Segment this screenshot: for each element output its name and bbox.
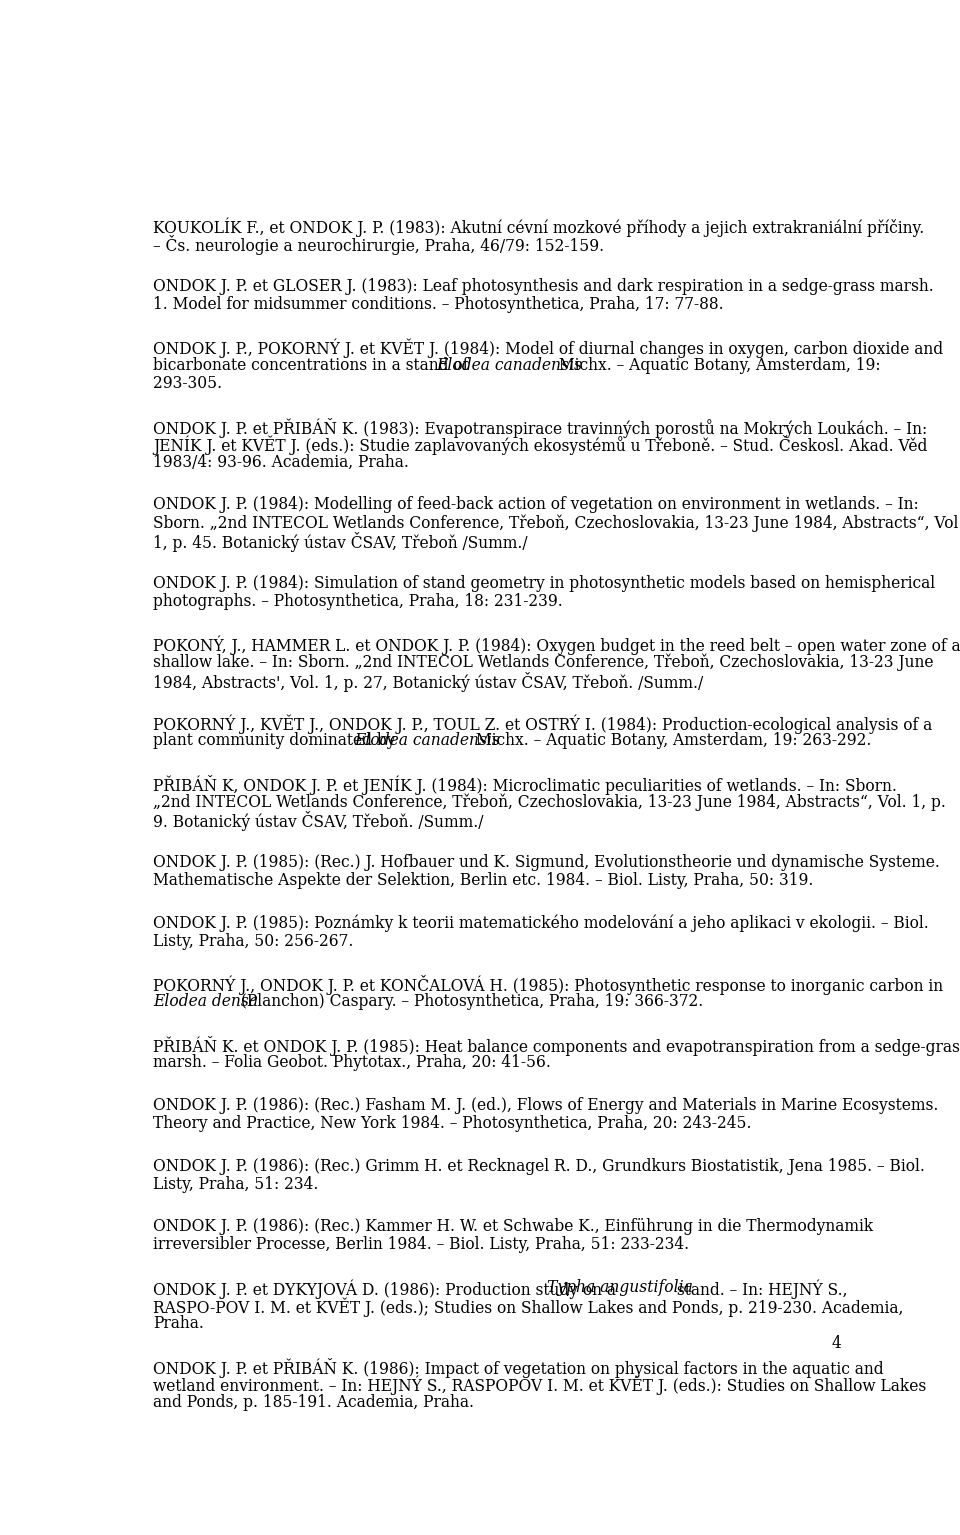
Text: Mathematische Aspekte der Selektion, Berlin etc. 1984. – Biol. Listy, Praha, 50:: Mathematische Aspekte der Selektion, Ber… <box>154 872 814 889</box>
Text: RASPO-POV I. M. et KVĚT J. (eds.); Studies on Shallow Lakes and Ponds, p. 219-23: RASPO-POV I. M. et KVĚT J. (eds.); Studi… <box>154 1297 904 1317</box>
Text: shallow lake. – In: Sborn. „2nd INTECOL Wetlands Conference, Třeboň, Czechoslova: shallow lake. – In: Sborn. „2nd INTECOL … <box>154 654 934 671</box>
Text: ONDOK J. P. et DYKYJOVÁ D. (1986): Production study on a: ONDOK J. P. et DYKYJOVÁ D. (1986): Produ… <box>154 1279 621 1299</box>
Text: „2nd INTECOL Wetlands Conference, Třeboň, Czechoslovakia, 13-23 June 1984, Abstr: „2nd INTECOL Wetlands Conference, Třeboň… <box>154 794 947 810</box>
Text: ONDOK J. P. et PŘIBÁŇ K. (1983): Evapotranspirace travinných porostů na Mokrých : ONDOK J. P. et PŘIBÁŇ K. (1983): Evapotr… <box>154 418 927 437</box>
Text: ONDOK J. P. (1985): (Rec.) J. Hofbauer und K. Sigmund, Evolutionstheorie und dyn: ONDOK J. P. (1985): (Rec.) J. Hofbauer u… <box>154 853 941 870</box>
Text: ONDOK J. P. (1986): (Rec.) Grimm H. et Recknagel R. D., Grundkurs Biostatistik, : ONDOK J. P. (1986): (Rec.) Grimm H. et R… <box>154 1157 925 1174</box>
Text: POKONÝ, J., HAMMER L. et ONDOK J. P. (1984): Oxygen budget in the reed belt – op: POKONÝ, J., HAMMER L. et ONDOK J. P. (19… <box>154 635 960 655</box>
Text: 4: 4 <box>832 1335 842 1352</box>
Text: Michx. – Aquatic Botany, Amsterdam, 19:: Michx. – Aquatic Botany, Amsterdam, 19: <box>554 356 881 373</box>
Text: 1983/4: 93-96. Academia, Praha.: 1983/4: 93-96. Academia, Praha. <box>154 453 409 470</box>
Text: PŘIBÁŇ K. et ONDOK J. P. (1985): Heat balance components and evapotranspiration : PŘIBÁŇ K. et ONDOK J. P. (1985): Heat ba… <box>154 1036 960 1056</box>
Text: ONDOK J. P., POKORNÝ J. et KVĚT J. (1984): Model of diurnal changes in oxygen, c: ONDOK J. P., POKORNÝ J. et KVĚT J. (1984… <box>154 339 944 358</box>
Text: ONDOK J. P. et GLOSER J. (1983): Leaf photosynthesis and dark respiration in a s: ONDOK J. P. et GLOSER J. (1983): Leaf ph… <box>154 278 934 295</box>
Text: and Ponds, p. 185-191. Academia, Praha.: and Ponds, p. 185-191. Academia, Praha. <box>154 1394 474 1411</box>
Text: Michx. – Aquatic Botany, Amsterdam, 19: 263-292.: Michx. – Aquatic Botany, Amsterdam, 19: … <box>471 732 872 749</box>
Text: Typha angustifolia: Typha angustifolia <box>547 1279 693 1296</box>
Text: Elodea canadensis: Elodea canadensis <box>437 356 583 373</box>
Text: marsh. – Folia Geobot. Phytotax., Praha, 20: 41-56.: marsh. – Folia Geobot. Phytotax., Praha,… <box>154 1055 551 1071</box>
Text: ONDOK J. P. (1985): Poznámky k teorii matematického modelování a jeho aplikaci v: ONDOK J. P. (1985): Poznámky k teorii ma… <box>154 915 929 932</box>
Text: KOUKOLÍK F., et ONDOK J. P. (1983): Akutní cévní mozkové příhody a jejich extrak: KOUKOLÍK F., et ONDOK J. P. (1983): Akut… <box>154 218 924 236</box>
Text: POKORNÝ J., ONDOK J. P. et KONČALOVÁ H. (1985): Photosynthetic response to inorg: POKORNÝ J., ONDOK J. P. et KONČALOVÁ H. … <box>154 975 944 995</box>
Text: Listy, Praha, 51: 234.: Listy, Praha, 51: 234. <box>154 1176 319 1193</box>
Text: Listy, Praha, 50: 256-267.: Listy, Praha, 50: 256-267. <box>154 933 354 950</box>
Text: JENÍK J. et KVĚT J. (eds.): Studie zaplavovaných ekosystémů u Třeboně. – Stud. Č: JENÍK J. et KVĚT J. (eds.): Studie zapla… <box>154 436 928 456</box>
Text: ONDOK J. P. (1986): (Rec.) Kammer H. W. et Schwabe K., Einführung in die Thermod: ONDOK J. P. (1986): (Rec.) Kammer H. W. … <box>154 1219 874 1236</box>
Text: plant community dominated by: plant community dominated by <box>154 732 401 749</box>
Text: 293-305.: 293-305. <box>154 375 223 391</box>
Text: wetland environment. – In: HEJNÝ S., RASPOPOV I. M. et KVĚT J. (eds.): Studies o: wetland environment. – In: HEJNÝ S., RAS… <box>154 1375 926 1395</box>
Text: bicarbonate concentrations in a stand of: bicarbonate concentrations in a stand of <box>154 356 473 373</box>
Text: 1, p. 45. Botanický ústav ČSAV, Třeboň /Summ./: 1, p. 45. Botanický ústav ČSAV, Třeboň /… <box>154 533 528 553</box>
Text: Elodea canadensis: Elodea canadensis <box>354 732 500 749</box>
Text: – Čs. neurologie a neurochirurgie, Praha, 46/79: 152-159.: – Čs. neurologie a neurochirurgie, Praha… <box>154 235 605 255</box>
Text: photographs. – Photosynthetica, Praha, 18: 231-239.: photographs. – Photosynthetica, Praha, 1… <box>154 593 564 609</box>
Text: 1984, Abstracts', Vol. 1, p. 27, Botanický ústav ČSAV, Třeboň. /Summ./: 1984, Abstracts', Vol. 1, p. 27, Botanic… <box>154 672 704 692</box>
Text: ONDOK J. P. (1984): Modelling of feed-back action of vegetation on environment i: ONDOK J. P. (1984): Modelling of feed-ba… <box>154 496 920 513</box>
Text: 1. Model for midsummer conditions. – Photosynthetica, Praha, 17: 77-88.: 1. Model for midsummer conditions. – Pho… <box>154 296 724 313</box>
Text: ONDOK J. P. et PŘIBÁŇ K. (1986): Impact of vegetation on physical factors in the: ONDOK J. P. et PŘIBÁŇ K. (1986): Impact … <box>154 1358 884 1378</box>
Text: ONDOK J. P. (1984): Simulation of stand geometry in photosynthetic models based : ONDOK J. P. (1984): Simulation of stand … <box>154 576 936 593</box>
Text: Sborn. „2nd INTECOL Wetlands Conference, Třeboň, Czechoslovakia, 13-23 June 1984: Sborn. „2nd INTECOL Wetlands Conference,… <box>154 514 960 531</box>
Text: PŘIBÁŇ K, ONDOK J. P. et JENÍK J. (1984): Microclimatic peculiarities of wetland: PŘIBÁŇ K, ONDOK J. P. et JENÍK J. (1984)… <box>154 775 898 795</box>
Text: POKORNÝ J., KVĚT J., ONDOK J. P., TOUL Z. et OSTRÝ I. (1984): Production-ecologi: POKORNÝ J., KVĚT J., ONDOK J. P., TOUL Z… <box>154 714 933 734</box>
Text: Elodea densa: Elodea densa <box>154 993 258 1010</box>
Text: ONDOK J. P. (1986): (Rec.) Fasham M. J. (ed.), Flows of Energy and Materials in : ONDOK J. P. (1986): (Rec.) Fasham M. J. … <box>154 1098 939 1114</box>
Text: 9. Botanický ústav ČSAV, Třeboň. /Summ./: 9. Botanický ústav ČSAV, Třeboň. /Summ./ <box>154 810 484 830</box>
Text: Praha.: Praha. <box>154 1315 204 1332</box>
Text: irreversibler Processe, Berlin 1984. – Biol. Listy, Praha, 51: 233-234.: irreversibler Processe, Berlin 1984. – B… <box>154 1236 689 1254</box>
Text: stand. – In: HEJNÝ S.,: stand. – In: HEJNÝ S., <box>672 1279 847 1299</box>
Text: Theory and Practice, New York 1984. – Photosynthetica, Praha, 20: 243-245.: Theory and Practice, New York 1984. – Ph… <box>154 1114 752 1131</box>
Text: (Planchon) Caspary. – Photosynthetica, Praha, 19: 366-372.: (Planchon) Caspary. – Photosynthetica, P… <box>236 993 704 1010</box>
